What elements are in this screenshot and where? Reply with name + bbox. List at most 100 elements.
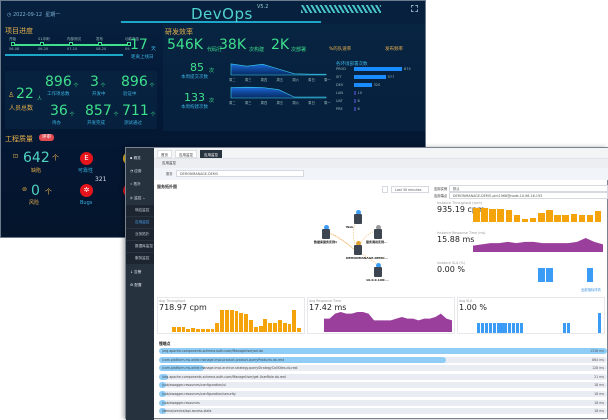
days-left: 17: [130, 37, 148, 53]
env-name: SIT: [336, 75, 342, 79]
summary-chart-bar: [297, 328, 302, 332]
review-badge[interactable]: 评审: [39, 134, 54, 141]
header-line: [121, 21, 321, 23]
weekday-tick: 周三: [245, 100, 252, 105]
slow-endpoint-row[interactable]: /org.apache.components.schema.auth.user/…: [159, 373, 607, 380]
summary-chart-bar: [566, 323, 570, 333]
metric-chart-bar: [473, 208, 480, 222]
detail-link[interactable]: 全部指标详情: [581, 288, 601, 292]
sidebar-label: 拓扑: [133, 182, 141, 186]
slow-endpoint-row[interactable]: /sub/swagger-resources/configuration/ui 1…: [159, 382, 607, 389]
endpoint-duration: 128 ms: [592, 366, 604, 371]
commits-unit: 次: [209, 68, 215, 74]
defects-label: 缺陷: [31, 168, 42, 174]
service-node[interactable]: [374, 267, 382, 277]
refresh-button[interactable]: [382, 186, 388, 193]
slow-endpoint-row[interactable]: /demo/service/api-access-stats 18 ms: [159, 408, 607, 415]
endpoint-duration: 864 ms: [592, 357, 604, 362]
stat-label: 验证中: [123, 92, 137, 97]
env-bar: [354, 99, 356, 103]
reliability-grade[interactable]: E: [80, 152, 93, 165]
stat-unit: 个: [100, 83, 106, 89]
metric-chart-bar: [513, 215, 521, 222]
date-display: ◷ 2022-09-12 星期一: [7, 12, 61, 18]
env-value: 8: [357, 99, 360, 103]
time-range-select[interactable]: Last 30 minutes: [391, 186, 429, 193]
sidebar-label: 监控: [134, 196, 142, 200]
service-node[interactable]: [322, 229, 330, 239]
slow-endpoint-row[interactable]: /com.platform.ms.order.manage.impl.produ…: [159, 356, 607, 363]
summary-chart-bar: [488, 323, 492, 333]
sidebar-item-overview[interactable]: ▪ 概览: [130, 156, 141, 160]
weekday-tick: 周一: [324, 77, 331, 82]
milestone-name: 功能冻结: [125, 37, 139, 41]
summary-chart-bar: [215, 322, 220, 332]
tab-app-monitor[interactable]: 应用监控: [175, 150, 197, 158]
fullscreen-icon[interactable]: [411, 5, 418, 12]
summary-chart-bar: [191, 328, 196, 332]
summary-chart-bar: [484, 323, 488, 333]
service-select[interactable]: DEMONMANAGE-DEMO: [176, 170, 304, 177]
days-label: 距离上线日: [131, 55, 154, 60]
risks-label: 风险: [29, 200, 40, 206]
milestone-date: 06-08: [9, 47, 20, 51]
summary-chart-bar: [176, 326, 181, 332]
env-bar: [354, 91, 356, 95]
sidebar-item-settings[interactable]: ⚙ 配置: [130, 283, 142, 287]
metric-chart-bar: [578, 215, 586, 222]
metric-chart-bar: [489, 209, 496, 222]
milestone-dot: [127, 42, 131, 46]
kpi-unit: 代码行: [207, 47, 223, 53]
commits-area: [230, 63, 327, 76]
summary-chart-bar: [292, 310, 297, 332]
node-label: DEMONMANAGE-DEMO...: [346, 256, 388, 260]
stat-unit: 个: [150, 112, 156, 118]
endpoint-name: /demo/service/api-access-stats: [162, 409, 212, 414]
slow-endpoint-row[interactable]: /com.platform.ms.order.manage.impl.archi…: [159, 365, 607, 372]
metric-chart: [473, 238, 603, 252]
summary-chart-path: [324, 312, 452, 332]
sidebar-subitem[interactable]: 业务拓扑: [126, 229, 154, 240]
service-node[interactable]: [354, 245, 362, 255]
slow-endpoint-row[interactable]: /sub/swagger-resources/configuration/sec…: [159, 391, 607, 397]
milestone-date: 07-10: [67, 47, 78, 51]
quality-title: 工程质量: [5, 135, 33, 143]
sidebar-subitem[interactable]: 服务监控: [126, 253, 154, 264]
sidebar-item-alerts[interactable]: ↓ 告警: [130, 270, 142, 274]
env-bar: [354, 107, 356, 111]
sidebar-subitem[interactable]: 应用监控: [126, 217, 154, 228]
sidebar-subitem[interactable]: 数据库监控: [126, 241, 154, 252]
service-node[interactable]: [354, 214, 362, 224]
slow-endpoint-row[interactable]: /org.apache.components.schema.auth.user/…: [159, 348, 607, 354]
summary-chart-bar: [277, 320, 282, 332]
sidebar-item-monitor[interactable]: ⊱ 监控 ⌄: [130, 196, 146, 200]
endpoint-select[interactable]: DEMONMANAGE-DEMO-pid:1968@node-10-96-16-…: [449, 192, 608, 199]
sidebar-item-apps[interactable]: ◔ 应用: [130, 169, 142, 173]
stat-unit: 个: [149, 83, 155, 89]
bug-icon[interactable]: ✲: [80, 184, 93, 197]
env-bar: [354, 83, 372, 87]
sidebar-subitem[interactable]: 响应监控: [126, 205, 154, 216]
instance-select[interactable]: 默认: [449, 185, 608, 192]
duration-bar: [159, 365, 204, 372]
stats-panel: [5, 71, 157, 129]
weekday-tick: 周三: [245, 77, 252, 82]
service-node[interactable]: [374, 229, 382, 239]
commits-value: 85: [190, 61, 204, 74]
builds-value: 133: [184, 91, 205, 104]
weekday-tick: 周四: [261, 77, 268, 82]
endpoint-duration: 18 ms: [594, 400, 604, 405]
milestone-dot: [98, 42, 102, 46]
sidebar-item-topology[interactable]: ⟡ 拓扑: [130, 182, 141, 186]
kpi-value: 2K: [271, 37, 290, 53]
endpoint-duration: 1316 ms: [590, 349, 604, 353]
tab-app-monitor-active[interactable]: 应用监控: [200, 150, 222, 158]
endpoint-name: /sub/swagger-resources: [162, 400, 200, 405]
progress-bar: [5, 54, 123, 56]
metric-chart-path: [473, 238, 603, 252]
efficiency-title: 研发效率: [165, 28, 193, 36]
slow-endpoint-row[interactable]: /sub/swagger-resources 18 ms: [159, 399, 607, 406]
weekday-tick: 周日: [308, 77, 315, 82]
summary-chart-bar: [477, 323, 481, 333]
tab-home[interactable]: 首页: [157, 150, 172, 158]
